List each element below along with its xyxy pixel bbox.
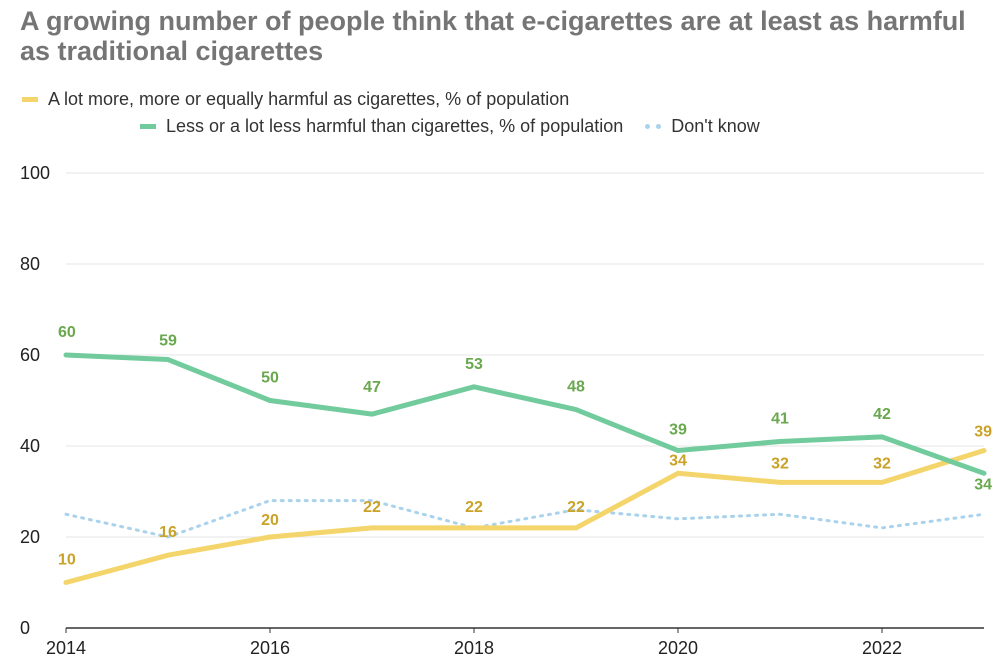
data-label-more-harmful-2023: 39 — [974, 424, 992, 441]
x-tick-label-2014: 2014 — [46, 638, 86, 658]
data-label-more-harmful-2019: 22 — [567, 499, 585, 516]
legend-label-more-harmful: A lot more, more or equally harmful as c… — [48, 89, 570, 109]
legend-row-1: A lot more, more or equally harmful as c… — [22, 89, 591, 110]
legend-item-more-harmful: A lot more, more or equally harmful as c… — [22, 89, 569, 110]
x-tick-label-2018: 2018 — [454, 638, 494, 658]
y-tick-label-100: 100 — [20, 163, 50, 183]
x-tick-label-2022: 2022 — [862, 638, 902, 658]
data-label-less-harmful-2019: 48 — [567, 379, 585, 396]
data-label-more-harmful-2014: 10 — [58, 552, 76, 569]
legend-item-less-harmful: Less or a lot less harmful than cigarett… — [140, 116, 623, 137]
data-label-more-harmful-2016: 20 — [261, 512, 279, 529]
x-tick-label-2016: 2016 — [250, 638, 290, 658]
legend-label-dont-know: Don't know — [671, 116, 760, 136]
data-label-more-harmful-2018: 22 — [465, 499, 483, 516]
series-line-less-harmful — [63, 352, 987, 476]
data-label-less-harmful-2016: 50 — [261, 370, 279, 387]
data-label-less-harmful-2015: 59 — [159, 333, 177, 350]
series-line-dont-know — [64, 499, 986, 539]
data-label-less-harmful-2022: 42 — [873, 406, 891, 423]
data-label-more-harmful-2017: 22 — [363, 499, 381, 516]
data-label-less-harmful-2020: 39 — [669, 422, 687, 439]
data-label-more-harmful-2021: 32 — [771, 455, 789, 472]
legend-row-2: Less or a lot less harmful than cigarett… — [140, 116, 782, 137]
legend-swatch-dont-know — [645, 124, 662, 129]
legend-label-less-harmful: Less or a lot less harmful than cigarett… — [166, 116, 624, 136]
y-tick-label-40: 40 — [20, 436, 40, 456]
y-tick-label-0: 0 — [20, 618, 30, 638]
x-tick-label-2020: 2020 — [658, 638, 698, 658]
data-label-less-harmful-2017: 47 — [363, 379, 381, 396]
legend-swatch-less-harmful — [140, 124, 156, 129]
chart-title: A growing number of people think that e-… — [20, 6, 966, 66]
data-label-more-harmful-2022: 32 — [873, 455, 891, 472]
data-label-less-harmful-2018: 53 — [465, 356, 483, 373]
data-label-more-harmful-2015: 16 — [159, 524, 177, 541]
y-tick-label-20: 20 — [20, 527, 40, 547]
legend-item-dont-know: Don't know — [645, 116, 760, 137]
data-label-less-harmful-2023: 34 — [974, 476, 992, 493]
series-line-more-harmful — [63, 448, 987, 585]
data-label-less-harmful-2021: 41 — [771, 410, 789, 427]
data-label-more-harmful-2020: 34 — [669, 452, 687, 469]
legend-swatch-more-harmful — [22, 97, 38, 102]
data-label-less-harmful-2014: 60 — [58, 324, 76, 341]
y-tick-label-60: 60 — [20, 345, 40, 365]
y-tick-label-80: 80 — [20, 254, 40, 274]
